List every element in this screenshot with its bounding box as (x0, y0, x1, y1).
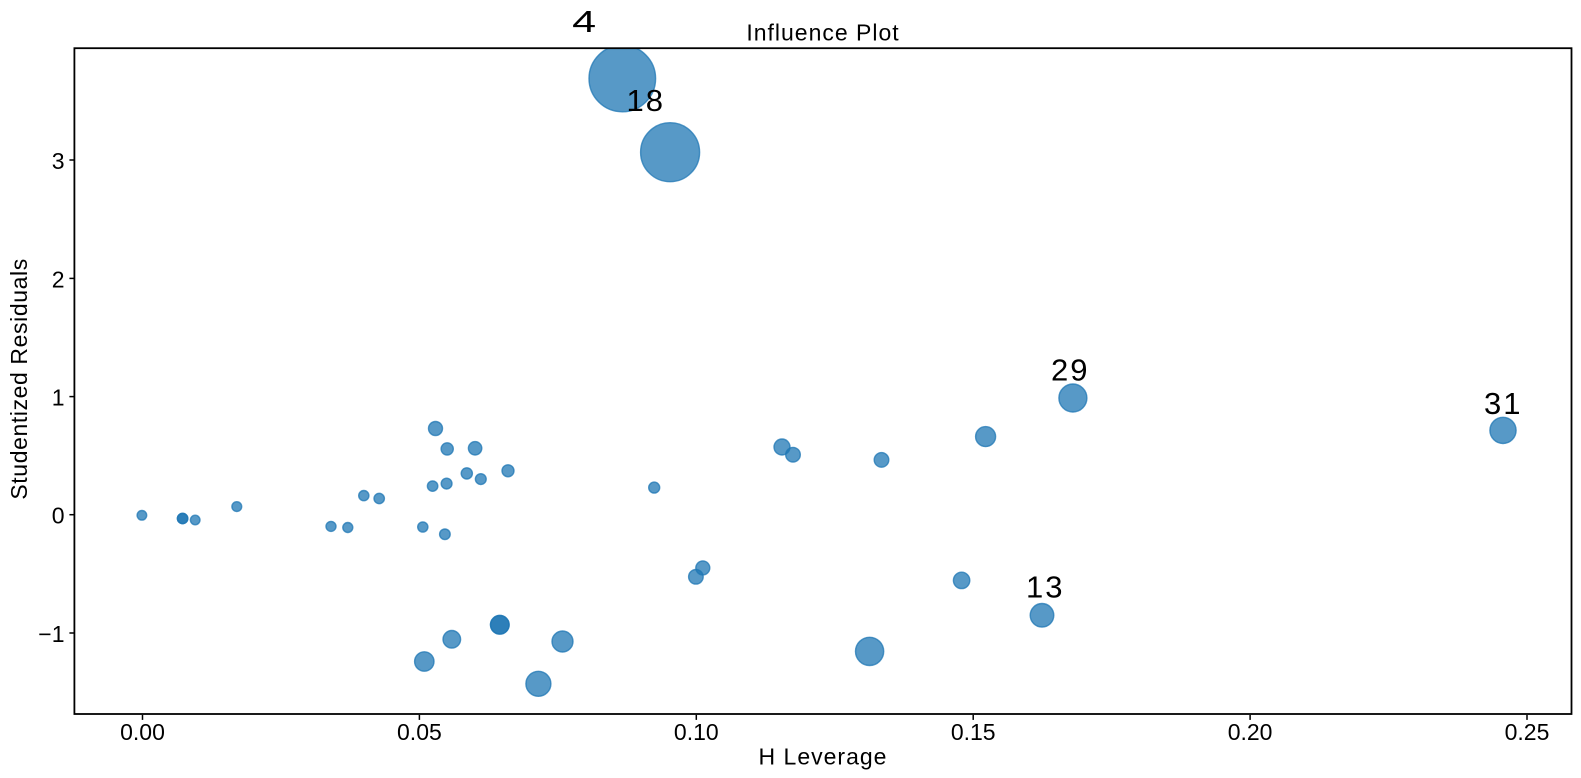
svg-text:13: 13 (1026, 570, 1064, 605)
svg-text:18: 18 (627, 83, 665, 118)
svg-text:3: 3 (52, 148, 65, 174)
svg-text:4: 4 (572, 4, 596, 39)
svg-text:0.25: 0.25 (1505, 719, 1550, 745)
svg-text:0.20: 0.20 (1228, 719, 1273, 745)
svg-text:0.10: 0.10 (674, 719, 719, 745)
svg-text:0: 0 (52, 503, 65, 529)
svg-text:Influence Plot: Influence Plot (746, 20, 899, 46)
svg-text:2: 2 (52, 266, 65, 292)
svg-text:0.00: 0.00 (120, 719, 165, 745)
svg-text:29: 29 (1051, 353, 1089, 388)
svg-text:1: 1 (52, 385, 65, 411)
svg-text:−1: −1 (38, 621, 64, 647)
svg-text:H Leverage: H Leverage (759, 744, 888, 770)
svg-text:31: 31 (1484, 386, 1522, 421)
svg-text:0.05: 0.05 (397, 719, 442, 745)
svg-text:Studentized Residuals: Studentized Residuals (6, 258, 32, 499)
svg-text:0.15: 0.15 (951, 719, 996, 745)
